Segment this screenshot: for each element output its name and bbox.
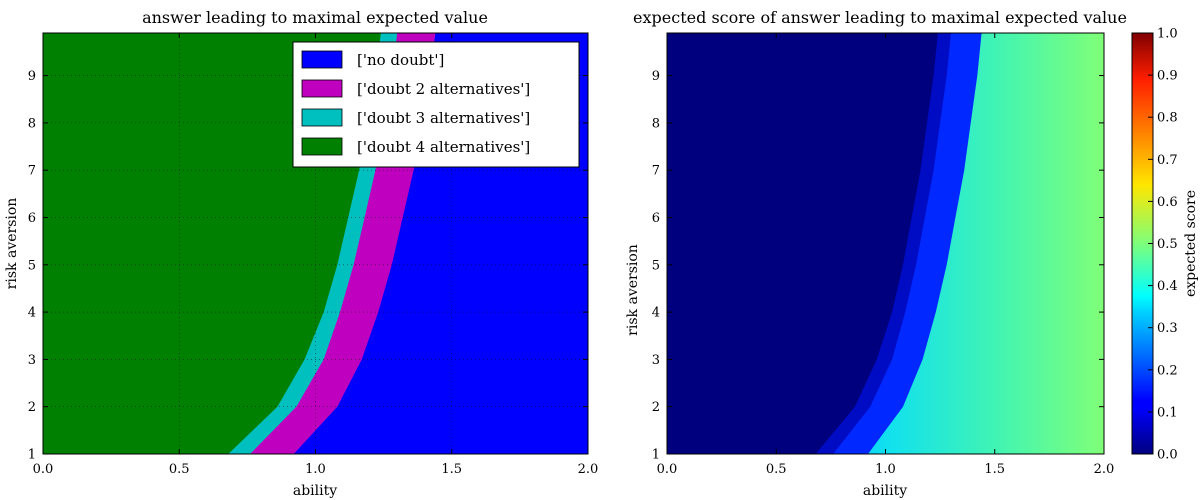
legend-swatch-doubt-2: [301, 79, 343, 98]
right-x-tick-label: 1.0: [875, 462, 896, 477]
right-x-tick-label: 0.0: [657, 462, 678, 477]
colorbar-tick-label: 0.5: [1157, 237, 1178, 252]
left-x-tick-label: 2.0: [578, 462, 599, 477]
legend-label-doubt-4: ['doubt 4 alternatives']: [357, 138, 530, 156]
right-chart-title: expected score of answer leading to maxi…: [633, 8, 1127, 27]
colorbar-tick-label: 0.6: [1157, 195, 1178, 210]
colorbar-label: expected score: [1183, 190, 1199, 297]
right-y-tick-label: 3: [652, 353, 660, 368]
left-chart: answer leading to maximal expected value…: [4, 8, 598, 499]
right-y-axis: 1 2 3 4 5 6 7 8 9: [652, 69, 1104, 463]
left-y-tick-label: 7: [28, 164, 36, 179]
right-x-tick-label: 1.5: [984, 462, 1005, 477]
legend-swatch-no-doubt: [301, 50, 343, 69]
right-x-tick-label: 0.5: [766, 462, 787, 477]
right-chart: expected score of answer leading to maxi…: [625, 8, 1199, 499]
right-plot-area: [667, 33, 1104, 454]
right-x-tick-label: 2.0: [1094, 462, 1115, 477]
left-y-tick-label: 9: [28, 69, 36, 84]
right-y-tick-label: 4: [652, 306, 660, 321]
left-y-tick-label: 6: [28, 211, 36, 226]
colorbar-ticks: 0.0 0.1 0.2 0.3 0.4 0.5 0.6 0.7 0.8 0.9 1.0: [1148, 27, 1178, 463]
legend-swatch-doubt-3: [301, 108, 343, 127]
right-y-tick-label: 2: [652, 400, 660, 415]
left-y-tick-label: 2: [28, 400, 36, 415]
colorbar-tick-label: 0.3: [1157, 321, 1178, 336]
right-y-tick-label: 9: [652, 69, 660, 84]
right-x-axis: 0.0 0.5 1.0 1.5 2.0: [657, 33, 1115, 477]
right-y-tick-label: 6: [652, 211, 660, 226]
left-y-tick-label: 3: [28, 353, 36, 368]
legend-label-doubt-3: ['doubt 3 alternatives']: [357, 109, 530, 127]
left-y-tick-label: 1: [28, 448, 36, 463]
legend-label-doubt-2: ['doubt 2 alternatives']: [357, 80, 530, 98]
right-x-axis-label: ability: [863, 483, 907, 499]
colorbar: 0.0 0.1 0.2 0.3 0.4 0.5 0.6 0.7 0.8 0.9 1.0 expect…: [1131, 27, 1199, 463]
score-region-doubt-4: [667, 33, 938, 454]
colorbar-tick-label: 0.9: [1157, 69, 1178, 84]
right-y-tick-label: 8: [652, 116, 660, 131]
colorbar-tick-label: 0.0: [1157, 448, 1178, 463]
colorbar-tick-label: 0.1: [1157, 405, 1178, 420]
left-x-tick-label: 0.0: [33, 462, 54, 477]
left-y-tick-label: 4: [28, 306, 36, 321]
colorbar-tick-label: 1.0: [1157, 27, 1178, 42]
legend-swatch-doubt-4: [301, 137, 343, 156]
left-x-tick-label: 0.5: [169, 462, 190, 477]
left-x-tick-label: 1.5: [441, 462, 462, 477]
left-y-axis: 1 2 3 4 5 6 7 8 9: [28, 69, 588, 463]
left-x-tick-label: 1.0: [305, 462, 326, 477]
right-y-tick-label: 1: [652, 448, 660, 463]
right-y-axis-label: risk aversion: [625, 244, 641, 336]
left-y-axis-label: risk aversion: [4, 198, 20, 290]
left-y-tick-label: 8: [28, 116, 36, 131]
right-y-tick-label: 7: [652, 164, 660, 179]
colorbar-tick-label: 0.8: [1157, 111, 1178, 126]
legend-label-no-doubt: ['no doubt']: [357, 51, 444, 69]
right-y-tick-label: 5: [652, 258, 660, 273]
left-x-axis: 0.0 0.5 1.0 1.5 2.0: [33, 33, 599, 477]
legend: ['no doubt'] ['doubt 2 alternatives'] ['…: [292, 41, 580, 168]
left-chart-title: answer leading to maximal expected value: [142, 8, 488, 27]
left-y-tick-label: 5: [28, 258, 36, 273]
colorbar-tick-label: 0.7: [1157, 153, 1178, 168]
colorbar-tick-label: 0.2: [1157, 363, 1178, 378]
left-x-axis-label: ability: [293, 483, 337, 499]
colorbar-tick-label: 0.4: [1157, 279, 1178, 294]
